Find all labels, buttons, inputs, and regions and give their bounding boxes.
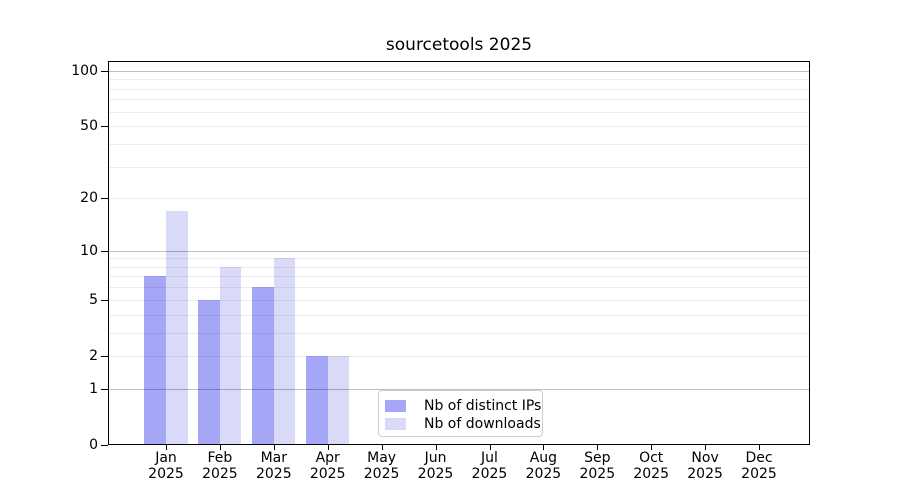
x-tick-month: Apr <box>315 450 340 466</box>
x-tick-mark <box>166 445 167 450</box>
bar-distinct-ips <box>252 287 274 445</box>
x-tick-label: Dec 2025 <box>729 450 789 482</box>
x-tick-mark <box>219 445 221 450</box>
x-tick-year: 2025 <box>309 466 346 482</box>
x-tick-month: May <box>367 450 397 466</box>
y-tick-label: 2 <box>89 347 98 364</box>
x-tick-year: 2025 <box>417 466 454 482</box>
bar-downloads <box>327 355 350 445</box>
y-gridline-minor <box>109 276 809 278</box>
x-tick-month: Nov <box>691 450 719 466</box>
y-gridline-minor <box>109 258 809 260</box>
y-gridline-minor <box>109 287 809 289</box>
bar-distinct-ips <box>144 276 166 445</box>
legend-label: Nb of downloads <box>424 416 541 432</box>
x-tick-year: 2025 <box>741 466 777 482</box>
y-gridline-minor <box>109 143 809 145</box>
y-tick-label: 0 <box>89 437 98 453</box>
x-tick-month: Aug <box>529 450 558 466</box>
y-tick-label: 10 <box>80 242 98 259</box>
legend-swatch-downloads <box>385 418 406 430</box>
x-tick-mark <box>273 445 275 450</box>
legend-box: Nb of distinct IPs Nb of downloads <box>378 390 543 437</box>
y-gridline-major <box>109 388 809 390</box>
y-tick-mark <box>101 198 108 200</box>
x-tick-mark <box>597 445 599 450</box>
y-gridline-minor <box>109 355 809 357</box>
y-gridline-minor <box>109 266 809 268</box>
y-gridline-minor <box>109 111 809 113</box>
x-tick-label: May 2025 <box>352 450 412 482</box>
legend-label: Nb of distinct IPs <box>424 398 542 414</box>
y-gridline-minor <box>109 198 809 200</box>
x-tick-label: Aug 2025 <box>513 450 573 482</box>
y-gridline-major <box>109 70 809 72</box>
x-tick-label: Apr 2025 <box>298 450 358 482</box>
bar-distinct-ips <box>198 299 220 445</box>
y-tick-mark <box>101 388 108 390</box>
y-tick-mark <box>101 126 108 128</box>
x-tick-year: 2025 <box>363 466 400 482</box>
x-tick-month: Mar <box>260 450 287 466</box>
y-gridline-minor <box>109 332 809 334</box>
y-tick-label: 100 <box>71 62 98 79</box>
x-tick-year: 2025 <box>255 466 292 482</box>
x-tick-label: Sep 2025 <box>567 450 627 482</box>
x-tick-year: 2025 <box>202 466 238 482</box>
x-tick-label: Jul 2025 <box>460 450 520 482</box>
x-tick-mark <box>543 445 545 450</box>
bar-downloads <box>166 210 188 445</box>
x-tick-mark <box>489 445 491 450</box>
x-tick-label: Mar 2025 <box>244 450 304 482</box>
y-tick-label: 5 <box>89 291 98 308</box>
x-tick-label: Jun 2025 <box>406 450 466 482</box>
y-gridline-minor <box>109 88 809 90</box>
x-tick-mark <box>759 445 760 450</box>
bar-distinct-ips <box>306 355 328 445</box>
x-tick-month: Jul <box>481 450 498 466</box>
x-tick-mark <box>381 445 383 450</box>
x-tick-year: 2025 <box>525 466 562 482</box>
bar-downloads <box>273 258 296 445</box>
x-tick-mark <box>651 445 653 450</box>
y-tick-mark <box>101 70 108 72</box>
y-gridline-minor <box>109 166 809 168</box>
x-tick-year: 2025 <box>633 466 669 482</box>
y-tick-label: 20 <box>80 190 98 207</box>
x-tick-label: Oct 2025 <box>621 450 681 482</box>
x-tick-month: Jan <box>155 450 177 466</box>
x-tick-mark <box>435 445 437 450</box>
x-tick-year: 2025 <box>471 466 508 482</box>
x-tick-year: 2025 <box>148 466 184 482</box>
y-gridline-minor <box>109 126 809 128</box>
x-tick-year: 2025 <box>579 466 616 482</box>
y-tick-label: 50 <box>80 118 98 135</box>
y-gridline-minor <box>109 314 809 316</box>
y-gridline-minor <box>109 99 809 101</box>
y-tick-mark <box>101 299 108 301</box>
y-gridline-minor <box>109 79 809 81</box>
x-tick-month: Jun <box>424 450 447 466</box>
x-tick-month: Sep <box>584 450 611 466</box>
x-tick-year: 2025 <box>687 466 723 482</box>
legend-swatch-distinct-ips <box>385 400 406 412</box>
x-tick-month: Feb <box>207 450 233 466</box>
x-tick-month: Dec <box>745 450 773 466</box>
x-tick-mark <box>327 445 329 450</box>
y-tick-mark <box>101 445 108 446</box>
y-tick-mark <box>101 355 108 357</box>
y-gridline-minor <box>109 299 809 301</box>
x-tick-label: Jan 2025 <box>136 450 196 482</box>
x-tick-label: Feb 2025 <box>190 450 250 482</box>
bar-downloads <box>219 266 242 445</box>
x-tick-mark <box>705 445 707 450</box>
y-tick-mark <box>101 250 108 252</box>
x-tick-month: Oct <box>639 450 664 466</box>
y-gridline-major <box>109 250 809 252</box>
chart-title: sourcetools 2025 <box>385 35 533 55</box>
y-tick-label: 1 <box>89 380 98 397</box>
x-tick-label: Nov 2025 <box>675 450 735 482</box>
